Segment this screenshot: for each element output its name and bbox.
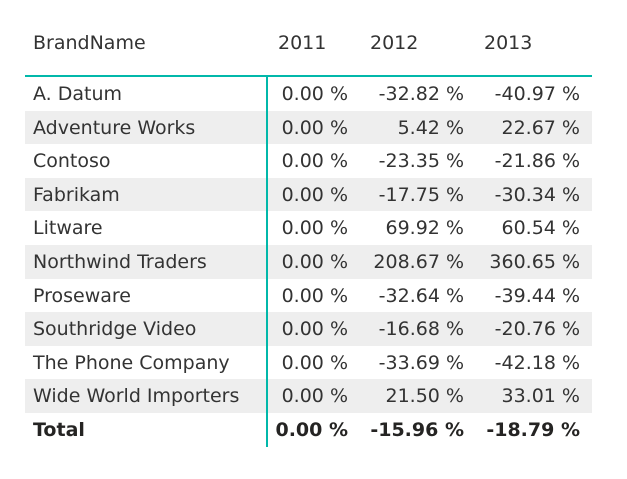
table-row[interactable]: Litware 0.00 % 69.92 % 60.54 % xyxy=(25,211,592,245)
matrix-table: BrandName 2011 2012 2013 A. Datum 0.00 %… xyxy=(25,22,592,447)
table-row[interactable]: Adventure Works 0.00 % 5.42 % 22.67 % xyxy=(25,110,592,145)
brand-cell: Contoso xyxy=(33,150,111,173)
value-cell-2013: -39.44 % xyxy=(494,284,580,307)
table-body: A. Datum 0.00 % -32.82 % -40.97 % Advent… xyxy=(25,77,592,447)
table-row[interactable]: Wide World Importers 0.00 % 21.50 % 33.0… xyxy=(25,379,592,413)
value-cell-2012: 5.42 % xyxy=(397,116,464,139)
total-label: Total xyxy=(33,418,85,441)
value-cell-2012: -32.82 % xyxy=(378,83,464,105)
value-cell-2013: -42.18 % xyxy=(494,351,580,374)
value-cell-2011: 0.00 % xyxy=(281,385,348,408)
table-row[interactable]: Proseware 0.00 % -32.64 % -39.44 % xyxy=(25,279,592,313)
value-cell-2012: -23.35 % xyxy=(378,150,464,173)
total-cell-2013: -18.79 % xyxy=(486,418,580,441)
column-header-2011[interactable]: 2011 xyxy=(278,32,327,54)
row-header-divider xyxy=(266,75,268,447)
brand-cell: Fabrikam xyxy=(33,183,120,206)
value-cell-2013: -30.34 % xyxy=(494,183,580,206)
brand-cell: Proseware xyxy=(33,284,131,307)
value-cell-2011: 0.00 % xyxy=(281,217,348,240)
value-cell-2011: 0.00 % xyxy=(281,284,348,307)
total-row[interactable]: Total 0.00 % -15.96 % -18.79 % xyxy=(25,413,592,447)
brand-cell: Northwind Traders xyxy=(33,250,207,273)
value-cell-2013: -21.86 % xyxy=(494,150,580,173)
column-header-brandname[interactable]: BrandName xyxy=(33,32,146,54)
column-header-2012[interactable]: 2012 xyxy=(370,32,419,54)
value-cell-2012: -17.75 % xyxy=(378,183,464,206)
value-cell-2013: 22.67 % xyxy=(501,116,581,139)
value-cell-2013: -20.76 % xyxy=(494,318,580,341)
brand-cell: Wide World Importers xyxy=(33,385,240,408)
table-row[interactable]: A. Datum 0.00 % -32.82 % -40.97 % xyxy=(25,77,592,111)
value-cell-2012: -32.64 % xyxy=(378,284,464,307)
brand-cell: Southridge Video xyxy=(33,318,197,341)
table-row[interactable]: The Phone Company 0.00 % -33.69 % -42.18… xyxy=(25,346,592,380)
table-row[interactable]: Contoso 0.00 % -23.35 % -21.86 % xyxy=(25,144,592,178)
value-cell-2012: -16.68 % xyxy=(378,318,464,341)
value-cell-2011: 0.00 % xyxy=(281,183,348,206)
value-cell-2011: 0.00 % xyxy=(281,351,348,374)
value-cell-2011: 0.00 % xyxy=(281,250,348,273)
brand-cell: The Phone Company xyxy=(33,351,230,374)
table-row[interactable]: Fabrikam 0.00 % -17.75 % -30.34 % xyxy=(25,177,592,212)
value-cell-2011: 0.00 % xyxy=(281,83,348,105)
value-cell-2013: -40.97 % xyxy=(494,83,580,105)
brand-cell: Litware xyxy=(33,217,103,240)
total-cell-2012: -15.96 % xyxy=(370,418,464,441)
column-header-2013[interactable]: 2013 xyxy=(484,32,533,54)
value-cell-2011: 0.00 % xyxy=(281,116,348,139)
value-cell-2012: -33.69 % xyxy=(378,351,464,374)
column-header-row: BrandName 2011 2012 2013 xyxy=(25,22,592,77)
brand-cell: A. Datum xyxy=(33,83,123,105)
total-cell-2011: 0.00 % xyxy=(275,418,348,441)
value-cell-2013: 60.54 % xyxy=(501,217,581,240)
value-cell-2012: 21.50 % xyxy=(385,385,465,408)
table-row[interactable]: Northwind Traders 0.00 % 208.67 % 360.65… xyxy=(25,244,592,279)
value-cell-2012: 69.92 % xyxy=(385,217,465,240)
value-cell-2013: 33.01 % xyxy=(501,385,581,408)
value-cell-2012: 208.67 % xyxy=(373,250,464,273)
value-cell-2011: 0.00 % xyxy=(281,318,348,341)
table-row[interactable]: Southridge Video 0.00 % -16.68 % -20.76 … xyxy=(25,312,592,346)
value-cell-2013: 360.65 % xyxy=(489,250,580,273)
value-cell-2011: 0.00 % xyxy=(281,150,348,173)
brand-cell: Adventure Works xyxy=(33,116,196,139)
